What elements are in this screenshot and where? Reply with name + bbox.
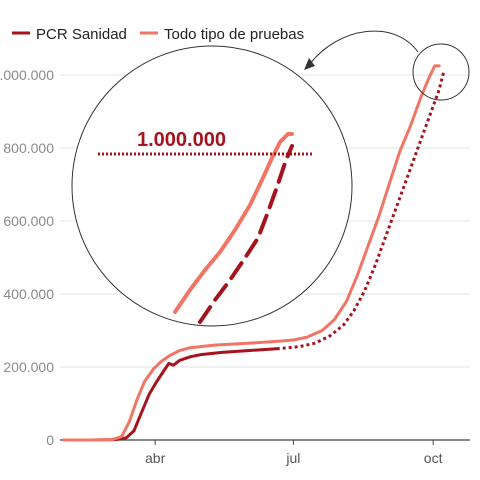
y-tick-label: 600.000 [3,213,54,229]
annotation-label: 1.000.000 [137,129,226,151]
legend: PCR Sanidad Todo tipo de pruebas [12,26,304,43]
x-tick-label: abr [145,450,166,466]
magnifier-series-todo [173,132,294,314]
magnifier: 1.000.000 [71,45,353,327]
magnifier-circle [71,45,353,327]
magnifier-content [98,132,314,324]
y-tick-label: 400.000 [3,286,54,302]
y-tick-label: 200.000 [3,359,54,375]
x-tick-label: jul [285,450,300,466]
y-tick-label: 0 [46,432,54,448]
series-line-pcr [62,347,279,442]
y-tick-labels: 0 200.000 400.000 600.000 800.000 1.000.000 [0,67,54,448]
y-tick-label: 800.000 [3,140,54,156]
zoom-source-circle [412,43,470,101]
zoom-arrow-head [304,58,315,70]
magnifier-series-pcr [198,144,294,324]
zoom-arrow [308,30,419,66]
y-tick-label: 1.000.000 [0,67,54,83]
series-layer [62,64,446,442]
x-tick-label: oct [424,450,443,466]
legend-label-pcr: PCR Sanidad [36,26,127,43]
legend-label-todo: Todo tipo de pruebas [164,26,304,43]
series-line-todo [62,64,441,442]
series-line-pcr-dashed [276,71,446,351]
x-tick-labels: abr jul oct [145,440,443,466]
